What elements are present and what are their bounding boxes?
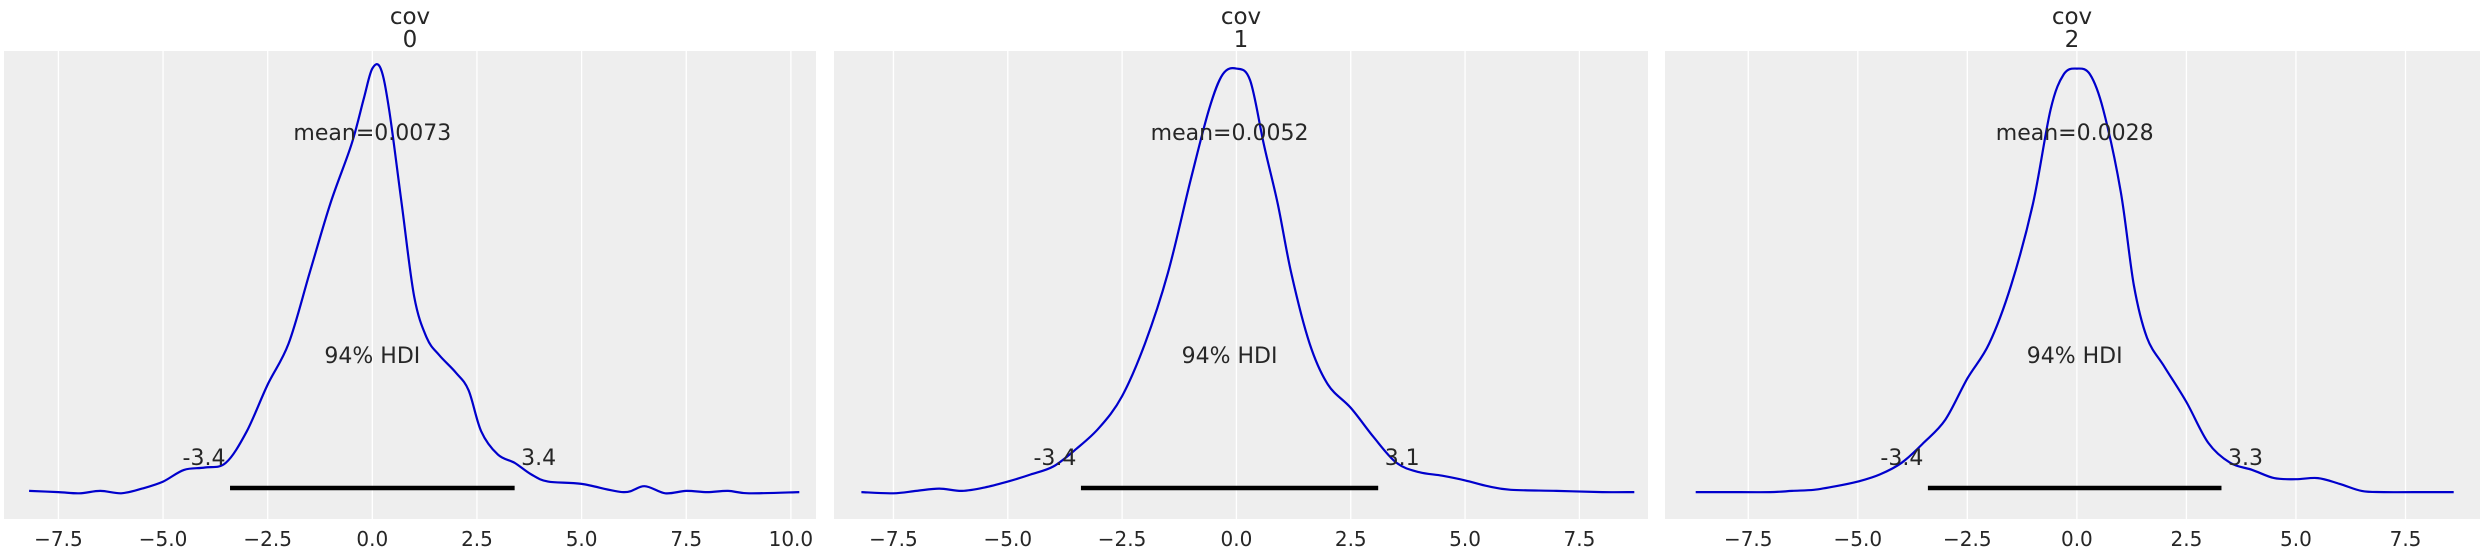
x-tick-label: −7.5 bbox=[869, 527, 918, 551]
x-tick-label: 7.5 bbox=[1563, 527, 1595, 551]
density-curve bbox=[1695, 67, 2454, 494]
x-tick-label: 7.5 bbox=[2390, 527, 2422, 551]
x-tick-label: 10.0 bbox=[769, 527, 814, 551]
posterior-panel-2: −7.5 −5.0 −2.5 0.0 2.5 5.0 7.5 cov 2 mean=0.00… bbox=[1665, 4, 2480, 551]
x-tick-label: 5.0 bbox=[566, 527, 598, 551]
hdi-lower-label: -3.4 bbox=[1880, 446, 1923, 471]
x-tick-label: −7.5 bbox=[34, 527, 83, 551]
x-tick-label: −5.0 bbox=[983, 527, 1032, 551]
posterior-panel-1: −7.5 −5.0 −2.5 0.0 2.5 5.0 7.5 cov 1 mean=0.00… bbox=[834, 4, 1648, 551]
hdi-label: 94% HDI bbox=[324, 344, 420, 369]
panel-subtitle: 0 bbox=[403, 27, 418, 53]
x-tick-label: 5.0 bbox=[1449, 527, 1481, 551]
hdi-lower-label: -3.4 bbox=[1033, 446, 1076, 471]
x-tick-label: 2.5 bbox=[2171, 527, 2203, 551]
panel-title: cov bbox=[390, 4, 430, 30]
panel-subtitle: 1 bbox=[1234, 27, 1249, 53]
panel-subtitle: 2 bbox=[2065, 27, 2080, 53]
x-tick-label: 7.5 bbox=[670, 527, 702, 551]
plot-area bbox=[834, 51, 1648, 519]
hdi-upper-label: 3.1 bbox=[1385, 446, 1420, 471]
x-tick-label: −2.5 bbox=[1943, 527, 1992, 551]
x-tick-label: 0.0 bbox=[2061, 527, 2093, 551]
x-tick-label: 0.0 bbox=[1221, 527, 1253, 551]
mean-label: mean=0.0028 bbox=[1996, 121, 2154, 146]
x-tick-label: −5.0 bbox=[1834, 527, 1883, 551]
panel-title: cov bbox=[1221, 4, 1261, 30]
x-tick-label: −2.5 bbox=[1098, 527, 1147, 551]
x-tick-label: −2.5 bbox=[243, 527, 292, 551]
x-tick-label: 2.5 bbox=[461, 527, 493, 551]
hdi-lower-label: -3.4 bbox=[183, 446, 226, 471]
plot-area bbox=[4, 51, 816, 519]
density-curve bbox=[29, 63, 800, 495]
hdi-upper-label: 3.4 bbox=[521, 446, 556, 471]
mean-label: mean=0.0052 bbox=[1151, 121, 1309, 146]
density-curve bbox=[861, 67, 1635, 495]
hdi-label: 94% HDI bbox=[1182, 344, 1278, 369]
x-tick-label: 2.5 bbox=[1335, 527, 1367, 551]
hdi-upper-label: 3.3 bbox=[2228, 446, 2263, 471]
plot-area bbox=[1665, 51, 2480, 519]
hdi-label: 94% HDI bbox=[2027, 344, 2123, 369]
x-tick-label: −5.0 bbox=[139, 527, 188, 551]
x-tick-label: 0.0 bbox=[356, 527, 388, 551]
panel-title: cov bbox=[2052, 4, 2092, 30]
posterior-panel-0: −7.5 −5.0 −2.5 0.0 2.5 5.0 7.5 10.0 cov 0 mean=… bbox=[4, 4, 816, 551]
x-tick-label: −7.5 bbox=[1724, 527, 1773, 551]
x-tick-label: 5.0 bbox=[2280, 527, 2312, 551]
mean-label: mean=0.0073 bbox=[293, 121, 451, 146]
